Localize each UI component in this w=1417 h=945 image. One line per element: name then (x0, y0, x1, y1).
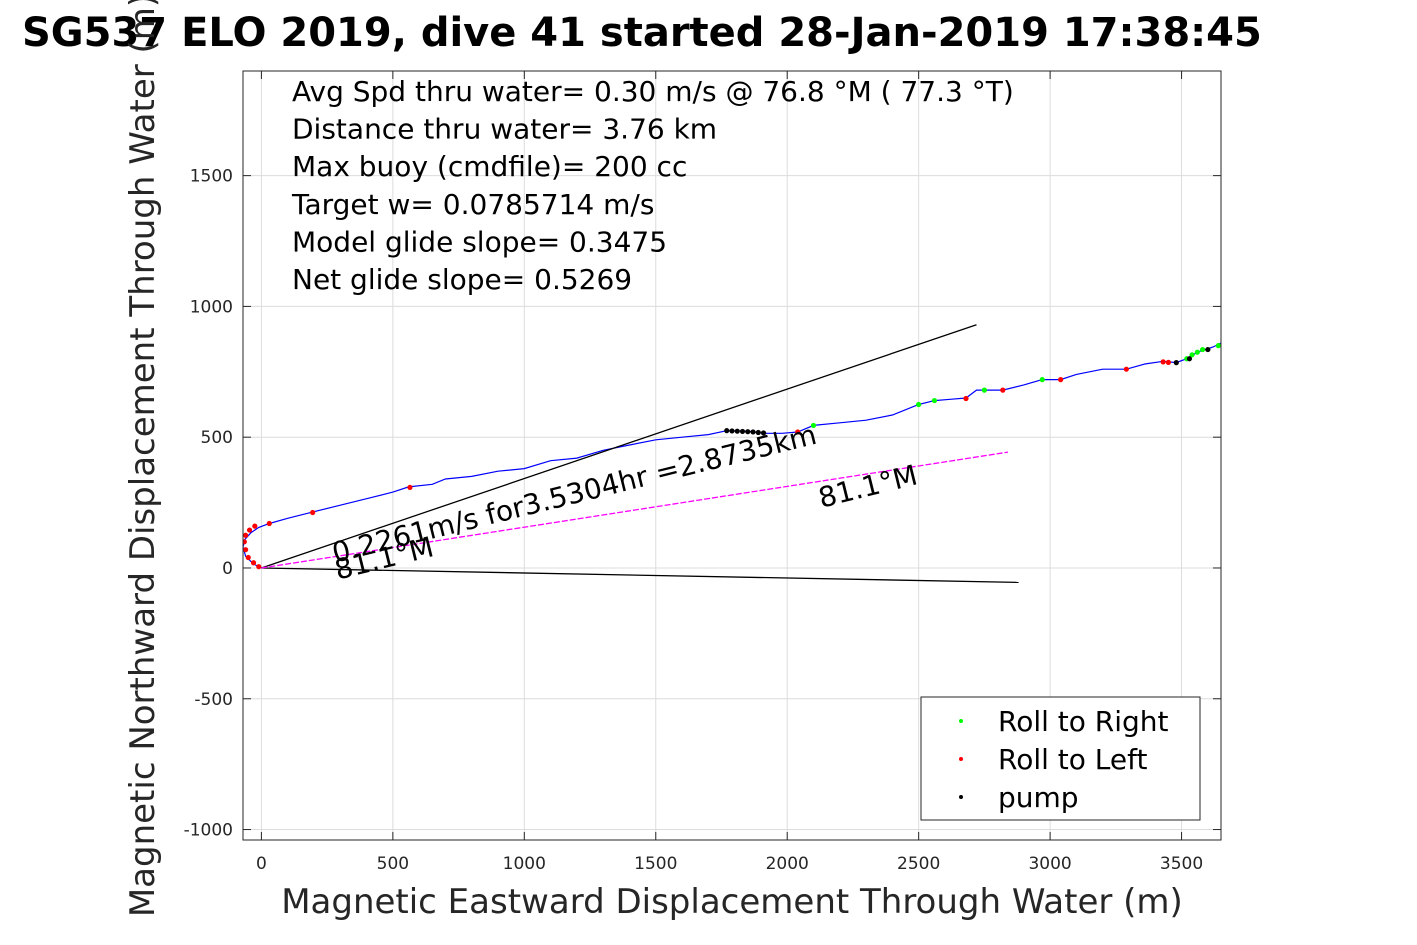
x-tick-label: 500 (377, 854, 409, 874)
y-tick-label: -500 (194, 690, 233, 710)
marker-roll-to-left (246, 527, 253, 533)
legend-box (920, 696, 1201, 821)
marker-roll-to-left (243, 539, 247, 545)
marker-roll-to-left (256, 564, 262, 570)
marker-roll-to-left (1160, 359, 1166, 365)
marker-roll-to-left (407, 484, 413, 491)
legend: Roll to Right Roll to Left pump (920, 696, 1201, 821)
x-tick-label: 2000 (766, 854, 809, 874)
marker-pump (1205, 346, 1211, 353)
stats-line: Target w= 0.0785714 m/s (291, 188, 654, 221)
marker-roll-to-right (1194, 349, 1200, 355)
y-tick-label: 1000 (190, 297, 233, 317)
marker-roll-to-right (1039, 377, 1045, 383)
marker-pump (745, 429, 751, 435)
marker-pump (739, 428, 746, 435)
legend-label-roll-to-left: Roll to Left (998, 743, 1147, 776)
marker-pump (760, 430, 767, 436)
x-tick-label: 0 (256, 854, 267, 874)
marker-roll-to-left (1000, 387, 1006, 393)
marker-roll-to-right (931, 397, 938, 404)
x-tick-label: 1000 (503, 854, 546, 874)
marker-pump (750, 429, 756, 435)
marker-pump (729, 428, 735, 434)
marker-roll-to-left (1165, 359, 1172, 365)
marker-roll-to-left (243, 547, 249, 553)
legend-label-pump: pump (998, 781, 1079, 814)
marker-roll-to-right (1189, 352, 1195, 358)
marker-roll-to-right (981, 387, 987, 393)
series-current_vector (261, 451, 1009, 569)
marker-roll-to-left (243, 532, 249, 538)
marker-pump (724, 428, 730, 434)
y-tick-label: 500 (201, 428, 233, 448)
marker-roll-to-right (810, 422, 817, 429)
y-ticks: -1000 -500 0 500 1000 1500 (184, 167, 1221, 841)
x-tick-label: 2500 (897, 854, 940, 874)
x-axis-label: Magnetic Eastward Displacement Through W… (281, 882, 1183, 922)
y-tick-label: 0 (222, 559, 233, 579)
marker-pump (1173, 360, 1179, 366)
x-tick-label: 3000 (1028, 854, 1071, 874)
markers-layer (243, 343, 1221, 570)
y-tick-label: -1000 (184, 821, 233, 841)
series-glide_line_upper (261, 324, 977, 569)
marker-roll-to-left (1058, 377, 1064, 383)
marker-pump (734, 428, 740, 434)
y-axis-label: Magnetic Northward Displacement Through … (123, 0, 163, 917)
marker-roll-to-right (916, 401, 922, 408)
marker-roll-to-right (1215, 343, 1221, 349)
marker-roll-to-left (1123, 366, 1129, 372)
marker-roll-to-left (252, 523, 258, 529)
series-glide_line_lower (261, 567, 1019, 584)
stats-line: Model glide slope= 0.3475 (292, 225, 667, 258)
marker-pump (755, 429, 761, 436)
x-ticks: 0 500 1000 1500 2000 2500 3000 3500 (256, 71, 1203, 874)
legend-marker-pump (959, 795, 963, 799)
marker-roll-to-left (250, 560, 257, 566)
marker-roll-to-left (963, 395, 969, 402)
y-tick-label: 1500 (190, 167, 233, 187)
marker-roll-to-left (795, 429, 801, 435)
stats-line: Max buoy (cmdfile)= 200 cc (292, 150, 687, 183)
marker-roll-to-right (1199, 346, 1206, 353)
stats-line: Distance thru water= 3.76 km (292, 113, 717, 146)
stats-line: Net glide slope= 0.5269 (292, 263, 632, 296)
legend-label-roll-to-right: Roll to Right (998, 705, 1169, 738)
stats-block: Avg Spd thru water= 0.30 m/s @ 76.8 °M (… (291, 75, 1014, 296)
marker-pump (1186, 356, 1193, 362)
plot-frame (242, 70, 1222, 841)
legend-marker-roll-to-left (959, 757, 963, 761)
stats-line: Avg Spd thru water= 0.30 m/s @ 76.8 °M (… (292, 75, 1014, 108)
x-tick-label: 3500 (1160, 854, 1203, 874)
legend-marker-roll-to-right (959, 719, 963, 723)
chart-title: SG537 ELO 2019, dive 41 started 28-Jan-2… (22, 10, 1262, 56)
marker-roll-to-left (266, 520, 272, 527)
marker-roll-to-left (310, 509, 316, 516)
marker-roll-to-left (245, 554, 251, 561)
x-tick-label: 1500 (634, 854, 677, 874)
